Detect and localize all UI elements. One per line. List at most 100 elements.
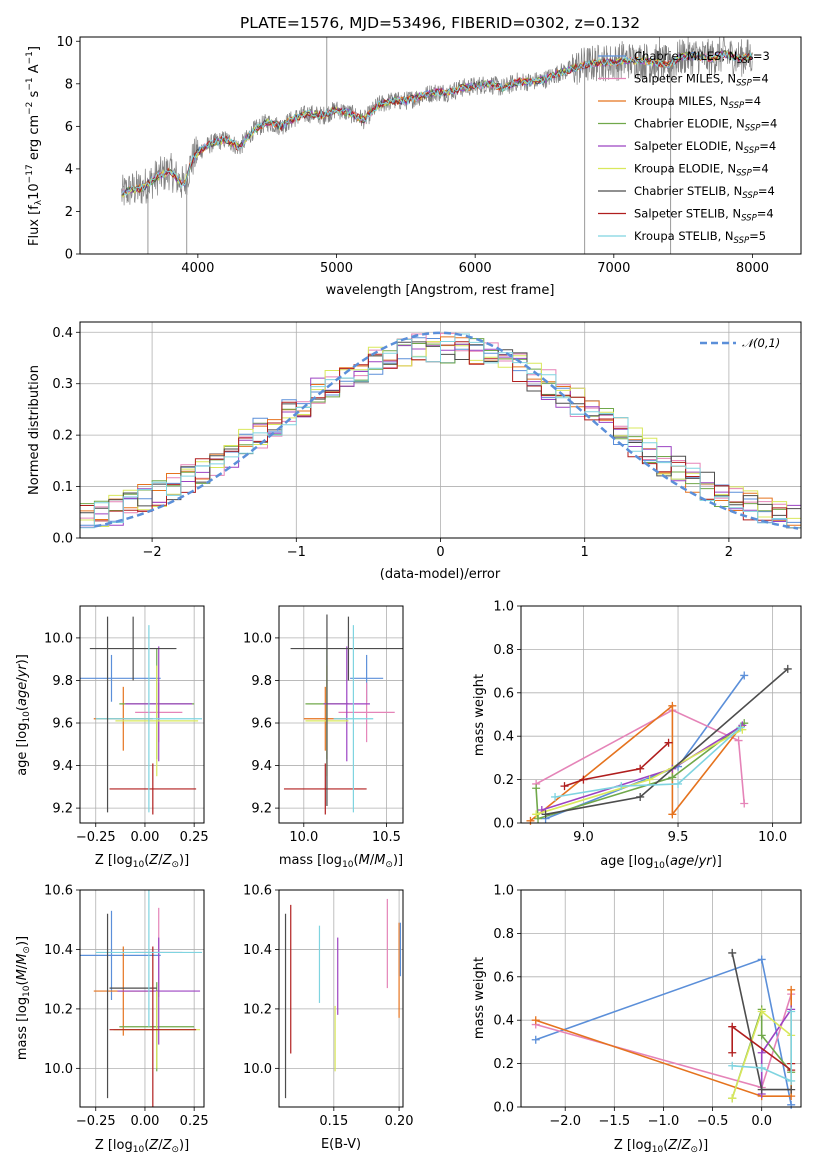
spectrum-title: PLATE=1576, MJD=53496, FIBERID=0302, z=0… xyxy=(240,14,640,32)
weight-vs-age-ylabel: mass weight xyxy=(472,674,487,756)
model-spectrum-line xyxy=(121,51,753,196)
x-tick-label: 10.0 xyxy=(758,830,787,845)
mass-vs-z-panel: −0.25 0.00 0.25 10.0 10.2 10.4 10.6 Z [log10(Z… xyxy=(15,884,209,1156)
x-tick-label: 8000 xyxy=(736,261,769,276)
age-vs-z-frame xyxy=(79,605,205,824)
weight-marker xyxy=(787,1076,796,1085)
x-tick-label: −0.25 xyxy=(76,830,116,845)
y-tick-label: 0.4 xyxy=(493,730,514,745)
y-tick-label: 10.0 xyxy=(44,1062,73,1077)
residuals-panel: −2 −1 0 1 2 0.0 0.1 0.2 0.3 0.4 (data-model)/erro… xyxy=(27,321,802,582)
model-spectrum-line xyxy=(121,50,753,196)
y-tick-label: 0 xyxy=(65,248,73,263)
weight-marker xyxy=(636,764,645,773)
spectrum-ticks: 4000 5000 6000 7000 8000 0 2 4 6 8 10 xyxy=(56,35,769,276)
y-tick-label: 0.4 xyxy=(52,326,73,341)
weight-marker xyxy=(531,1035,540,1044)
age-vs-z-panel: −0.25 0.00 0.25 9.2 9.4 9.6 9.8 10.0 Z [log10(Z… xyxy=(15,605,209,870)
normal-legend-label: 𝒩(0,1) xyxy=(742,336,780,350)
y-tick-label: 0.0 xyxy=(493,817,514,832)
weight-marker xyxy=(728,1022,737,1031)
weight-marker xyxy=(736,723,745,732)
mass-vs-ebv-frame xyxy=(278,889,404,1108)
legend-label: Salpeter ELODIE, NSSP=4 xyxy=(634,139,776,156)
weight-vs-z-plot-area xyxy=(521,889,801,1109)
weight-marker xyxy=(787,985,796,994)
y-tick-label: 9.2 xyxy=(251,802,272,817)
x-tick-label: 0.20 xyxy=(385,1114,414,1129)
residuals-ylabel: Normed distribution xyxy=(27,365,42,495)
y-tick-label: 0.0 xyxy=(493,1101,514,1116)
x-tick-label: 0.25 xyxy=(180,830,209,845)
weight-marker xyxy=(783,664,792,673)
weight-line xyxy=(564,742,670,787)
weight-marker xyxy=(636,792,645,801)
x-tick-label: 2 xyxy=(725,545,733,560)
spectrum-panel: PLATE=1576, MJD=53496, FIBERID=0302, z=0… xyxy=(25,14,802,298)
weight-marker xyxy=(532,810,541,819)
y-tick-label: 0.2 xyxy=(493,1057,514,1072)
mass-vs-z-ylabel: mass [log10(M/M⊙)] xyxy=(15,936,32,1060)
weight-marker xyxy=(668,810,677,819)
weight-marker xyxy=(551,792,560,801)
age-vs-z-ylabel: age [log10(age/yr)] xyxy=(15,654,32,776)
x-tick-label: 0.25 xyxy=(180,1114,209,1129)
errorbar-group xyxy=(80,890,203,1107)
spectrum-ylabel: Flux [fλ10−17 erg cm−2 s−1 A−1] xyxy=(25,46,44,246)
mass-vs-z-ticks: −0.25 0.00 0.25 10.0 10.2 10.4 10.6 xyxy=(44,884,209,1130)
legend-label: Salpeter MILES, NSSP=4 xyxy=(634,72,769,89)
residuals-plot-area xyxy=(80,322,801,539)
weight-marker xyxy=(560,782,569,791)
residual-histograms xyxy=(80,331,801,530)
x-tick-label: 4000 xyxy=(181,261,214,276)
x-tick-label: −1.0 xyxy=(648,1114,680,1129)
age-vs-mass-plot-area xyxy=(279,606,403,823)
weight-marker xyxy=(757,955,766,964)
spectrum-series-group xyxy=(121,37,753,254)
weight-line xyxy=(545,674,745,820)
weight-marker xyxy=(728,1061,737,1070)
weight-line xyxy=(554,726,742,798)
age-vs-z-ticks: −0.25 0.00 0.25 9.2 9.4 9.6 9.8 10.0 xyxy=(44,631,209,845)
spectrum-legend: Chabrier MILES, NSSP=3 Salpeter MILES, NS… xyxy=(598,49,777,246)
weight-marker xyxy=(579,775,588,784)
y-tick-label: 10.4 xyxy=(44,943,73,958)
y-tick-label: 10.6 xyxy=(243,884,272,899)
y-tick-label: 0.4 xyxy=(493,1014,514,1029)
x-tick-label: −0.25 xyxy=(76,1114,116,1129)
weight-marker xyxy=(740,671,749,680)
legend-label: Kroupa ELODIE, NSSP=4 xyxy=(634,162,769,179)
errorbar-group xyxy=(284,898,401,1099)
y-tick-label: 0.2 xyxy=(493,773,514,788)
y-tick-label: 10 xyxy=(56,35,73,50)
weight-vs-age-xlabel: age [log10(age/yr)] xyxy=(600,854,722,871)
weight-marker xyxy=(531,1016,540,1025)
y-tick-label: 1.0 xyxy=(493,600,514,615)
weight-marker xyxy=(757,1007,766,1016)
x-tick-label: 0.15 xyxy=(319,1114,348,1129)
y-tick-label: 10.2 xyxy=(243,1002,272,1017)
weight-marker xyxy=(728,1048,737,1057)
weight-line xyxy=(535,722,745,820)
y-tick-label: 9.4 xyxy=(251,759,272,774)
y-tick-label: 6 xyxy=(65,120,73,135)
x-tick-label: 10.0 xyxy=(289,830,318,845)
y-tick-label: 0.2 xyxy=(52,429,73,444)
model-spectrum-line xyxy=(121,50,753,196)
y-tick-label: 0.6 xyxy=(493,686,514,701)
age-vs-mass-xlabel: mass [log10(M/M⊙)] xyxy=(279,853,403,870)
spectrum-frame xyxy=(79,36,802,255)
weight-marker xyxy=(728,948,737,957)
y-tick-label: 9.6 xyxy=(52,717,73,732)
weight-vs-z-panel: −2.0 −1.5 −1.0 −0.5 0.0 0.0 0.2 0.4 0.6 0.8 1.0 Z … xyxy=(472,884,802,1155)
weight-marker xyxy=(617,782,626,791)
weight-marker xyxy=(668,773,677,782)
mass-vs-z-xlabel: Z [log10(Z/Z⊙)] xyxy=(95,1138,189,1155)
x-tick-label: 9.5 xyxy=(668,830,689,845)
y-tick-label: 10.6 xyxy=(44,884,73,899)
mass-vs-ebv-xlabel: E(B-V) xyxy=(321,1137,361,1152)
x-tick-label: −1.5 xyxy=(599,1114,631,1129)
weight-marker xyxy=(534,814,543,823)
weight-marker xyxy=(757,1031,766,1040)
x-tick-label: 7000 xyxy=(597,261,630,276)
